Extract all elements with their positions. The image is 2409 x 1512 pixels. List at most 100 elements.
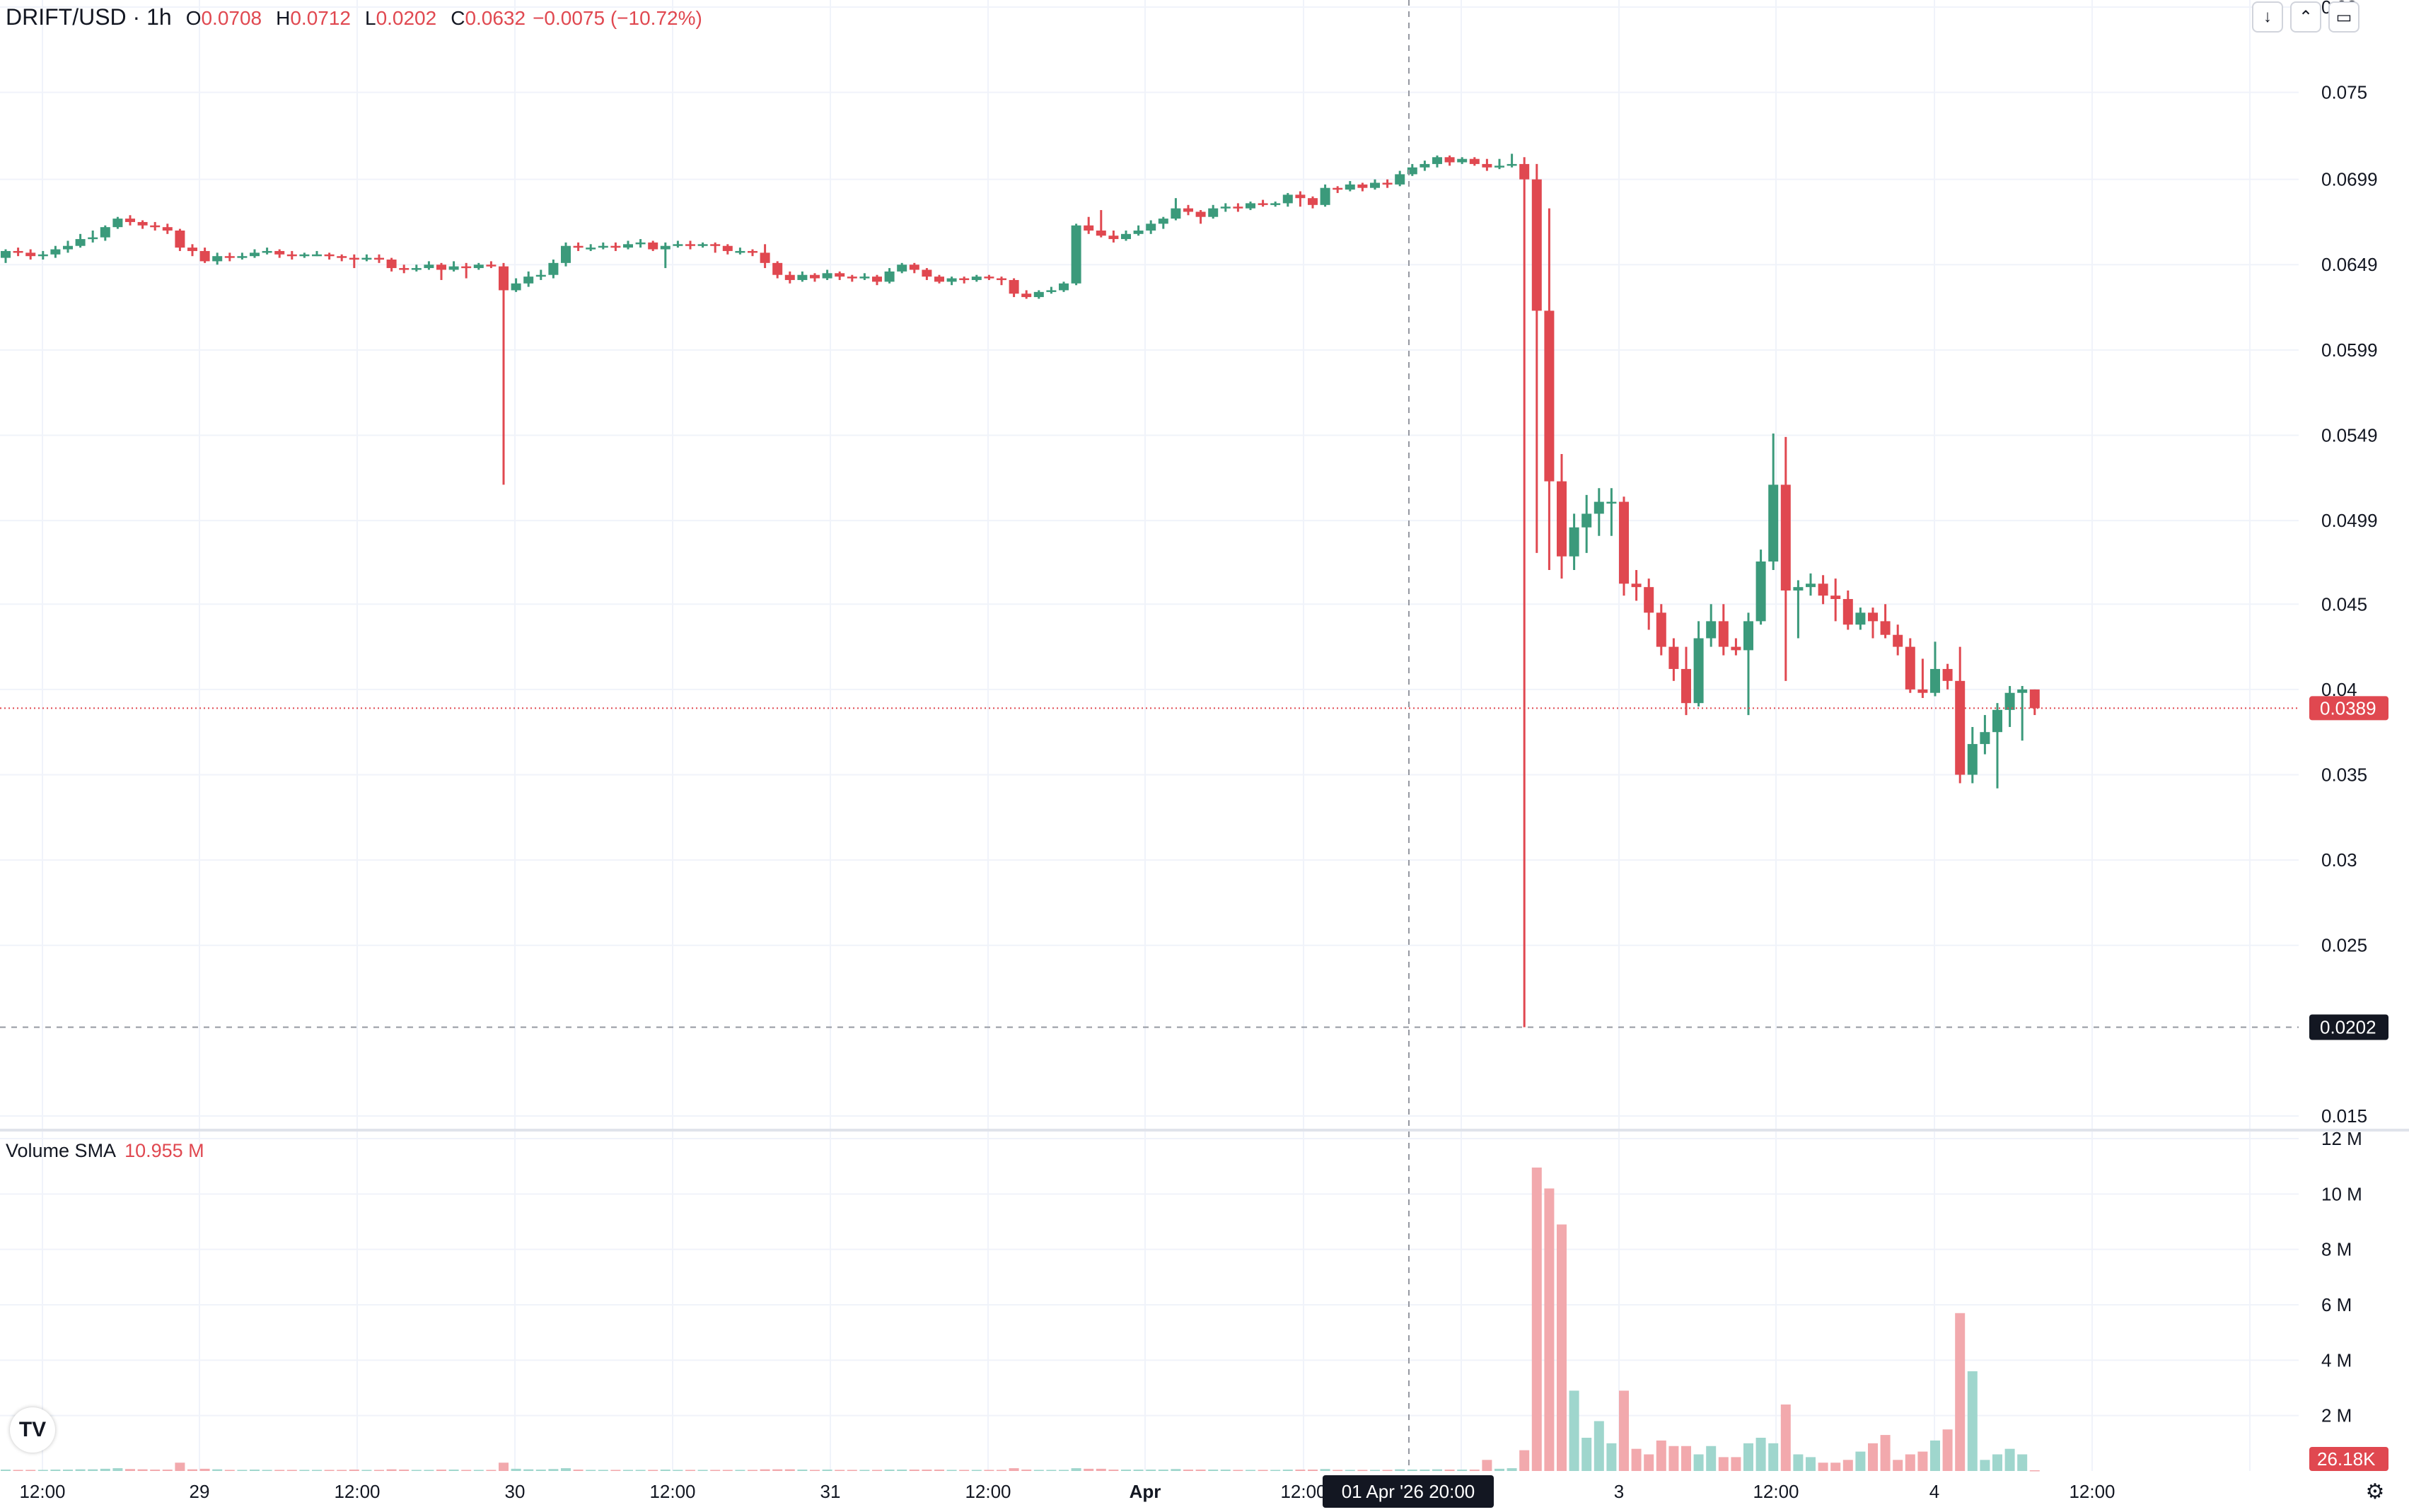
volume-bar bbox=[2004, 1448, 2015, 1471]
candle-body bbox=[224, 256, 235, 258]
volume-bar bbox=[399, 1470, 410, 1471]
volume-bar bbox=[1818, 1462, 1828, 1471]
candle-body bbox=[299, 254, 310, 257]
candle-body bbox=[1818, 583, 1828, 596]
candle-body bbox=[374, 257, 384, 260]
candle-body bbox=[1718, 621, 1729, 647]
candle-body bbox=[1009, 279, 1019, 294]
symbol-legend: DRIFT/USD · 1h O0.0708 H0.0712 L0.0202 C… bbox=[6, 4, 702, 30]
volume-bar bbox=[984, 1470, 994, 1471]
candle-body bbox=[1755, 561, 1766, 622]
candle-body bbox=[187, 248, 197, 251]
volume-bar bbox=[2017, 1454, 2028, 1471]
candle-body bbox=[112, 219, 123, 228]
volume-bar bbox=[1743, 1443, 1753, 1471]
candle-body bbox=[1980, 732, 1990, 745]
volume-bar bbox=[1308, 1470, 1318, 1471]
candle-body bbox=[1444, 157, 1455, 163]
volume-bar bbox=[847, 1470, 857, 1471]
price-tick-label: 0.075 bbox=[2321, 82, 2367, 103]
candle-body bbox=[1220, 207, 1231, 209]
volume-bar bbox=[1033, 1470, 1044, 1471]
tradingview-logo[interactable]: TV bbox=[10, 1407, 55, 1453]
volume-bar bbox=[436, 1470, 446, 1471]
volume-bar bbox=[1855, 1451, 1866, 1471]
volume-tick-label: 12 M bbox=[2321, 1128, 2362, 1149]
close-label: C bbox=[451, 7, 465, 29]
last-price-tag-bg bbox=[2309, 696, 2388, 721]
close-value: 0.0632 bbox=[465, 7, 526, 29]
volume-bar bbox=[1868, 1443, 1878, 1471]
volume-bar bbox=[13, 1470, 23, 1471]
candle-body bbox=[810, 274, 820, 279]
candle-body bbox=[1793, 587, 1804, 591]
candle-body bbox=[859, 277, 870, 279]
candle-body bbox=[1033, 291, 1044, 298]
candle-body bbox=[1955, 680, 1966, 775]
volume-bar bbox=[959, 1470, 970, 1471]
candle-body bbox=[760, 252, 770, 263]
volume-bar bbox=[1333, 1470, 1343, 1471]
candle-body bbox=[772, 262, 783, 275]
volume-bar bbox=[1432, 1469, 1442, 1471]
volume-bar bbox=[237, 1470, 248, 1471]
candle-body bbox=[1233, 207, 1243, 209]
candle-body bbox=[922, 269, 932, 277]
volume-bar bbox=[748, 1470, 757, 1471]
volume-bar bbox=[1059, 1470, 1069, 1471]
volume-bar bbox=[859, 1470, 870, 1471]
low-label: L bbox=[364, 7, 376, 29]
candle-body bbox=[1096, 231, 1106, 236]
candle-body bbox=[1195, 211, 1206, 217]
download-icon[interactable]: ↓ bbox=[2252, 1, 2283, 33]
candle-body bbox=[125, 219, 135, 222]
change-value: −0.0075 (−10.72%) bbox=[533, 7, 702, 29]
candle-body bbox=[1333, 187, 1343, 190]
volume-bar bbox=[1806, 1457, 1816, 1471]
price-tick-label: 0.0699 bbox=[2321, 169, 2378, 190]
time-tick-label: 12:00 bbox=[2069, 1481, 2115, 1502]
candle-body bbox=[461, 266, 472, 269]
volume-bar bbox=[1656, 1440, 1666, 1471]
candle-body bbox=[523, 277, 534, 284]
candle-body bbox=[386, 260, 397, 269]
candle-body bbox=[660, 245, 671, 250]
volume-bar bbox=[922, 1470, 932, 1471]
candle-body bbox=[1656, 612, 1666, 647]
crosshair-time-tag: 01 Apr '26 20:00 bbox=[1342, 1481, 1475, 1502]
volume-bar bbox=[1320, 1469, 1330, 1471]
volume-bar bbox=[100, 1468, 110, 1471]
volume-bar bbox=[1755, 1438, 1766, 1471]
candle-body bbox=[897, 264, 907, 272]
volume-bar bbox=[635, 1470, 646, 1471]
settings-gear-icon[interactable]: ⚙ bbox=[2365, 1480, 2385, 1504]
volume-bar bbox=[1171, 1469, 1181, 1471]
candle-body bbox=[735, 250, 745, 253]
candle-body bbox=[75, 239, 86, 246]
volume-tick-label: 8 M bbox=[2321, 1239, 2352, 1260]
volume-legend: Volume SMA 10.955 M bbox=[6, 1140, 204, 1162]
volume-tick-label: 6 M bbox=[2321, 1294, 2352, 1315]
crosshair-price-tag: 0.0202 bbox=[2320, 1017, 2376, 1038]
volume-bar bbox=[1208, 1470, 1219, 1471]
candle-body bbox=[424, 264, 434, 269]
volume-indicator-name[interactable]: Volume SMA bbox=[6, 1140, 117, 1161]
candle-body bbox=[1420, 163, 1430, 168]
candle-body bbox=[884, 271, 895, 282]
candle-body bbox=[399, 268, 410, 270]
volume-bar bbox=[1731, 1457, 1741, 1471]
candle-body bbox=[1457, 158, 1468, 163]
volume-bar bbox=[673, 1470, 683, 1471]
price-tick-label: 0.0549 bbox=[2321, 424, 2378, 446]
volume-bar bbox=[810, 1470, 820, 1471]
price-tick-label: 0.035 bbox=[2321, 764, 2367, 785]
candle-body bbox=[1158, 219, 1168, 224]
collapse-icon[interactable]: ⌃ bbox=[2290, 1, 2321, 33]
candle-body bbox=[1494, 165, 1504, 168]
candle-body bbox=[1631, 583, 1642, 588]
volume-bar bbox=[1992, 1454, 2002, 1471]
volume-bar bbox=[872, 1470, 882, 1471]
fullscreen-icon[interactable]: ▭ bbox=[2328, 1, 2359, 33]
symbol-title[interactable]: DRIFT/USD · 1h bbox=[6, 4, 172, 30]
